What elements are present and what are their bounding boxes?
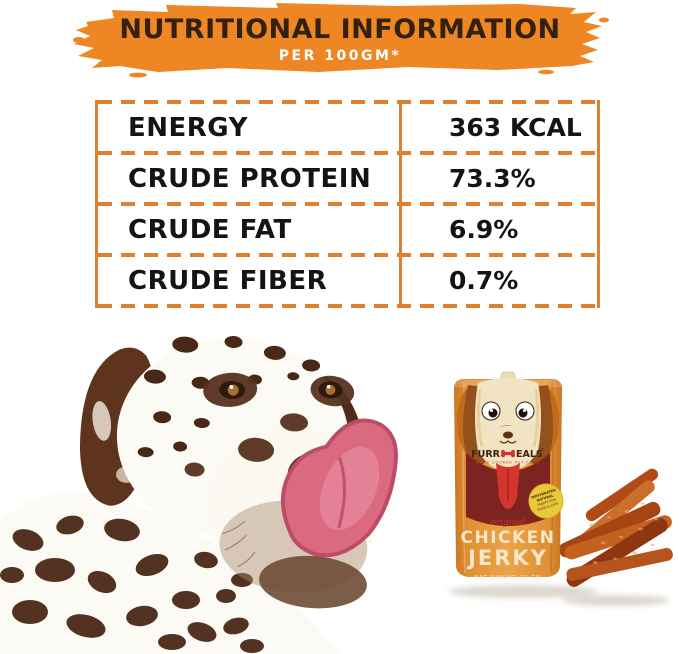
brush-splatter bbox=[129, 72, 147, 78]
net-weight: NET WEIGHT: 70 GM bbox=[475, 575, 542, 581]
mascot-mouth bbox=[499, 440, 517, 444]
badge-line: NATURAL bbox=[536, 493, 555, 503]
table-column-divider bbox=[399, 100, 402, 308]
bone-icon bbox=[500, 449, 516, 458]
variant-label: original bbox=[490, 518, 525, 528]
dog-whiskers bbox=[221, 520, 256, 568]
jerky-texture bbox=[589, 502, 659, 564]
nutrient-label: CRUDE PROTEIN bbox=[128, 163, 372, 194]
mascot-nose bbox=[503, 431, 513, 439]
nutrient-value: 363 KCAL bbox=[449, 113, 582, 142]
badge-line: DEHYDRATED bbox=[531, 488, 557, 500]
jerky-strip bbox=[558, 468, 673, 587]
mascot-face bbox=[475, 378, 541, 471]
mascot-brow bbox=[499, 425, 518, 428]
table-divider bbox=[98, 151, 597, 155]
nutrition-banner: NUTRITIONAL INFORMATION PER 100GM* bbox=[68, 0, 612, 82]
table-divider bbox=[98, 304, 597, 308]
banner-title: NUTRITIONAL INFORMATION bbox=[119, 14, 561, 45]
mascot-eye-left bbox=[481, 401, 501, 421]
brush-splatter bbox=[73, 37, 85, 43]
brand-logo: FURR EALS TM HOME COOKED PET FOOD bbox=[471, 447, 545, 465]
brush-stroke-shape bbox=[74, 3, 602, 72]
badge: DEHYDRATED NATURAL TREATS FOR DOGS & CAT… bbox=[528, 483, 564, 519]
banner-subtitle: PER 100GM* bbox=[278, 48, 402, 64]
product-name-line1: CHICKEN bbox=[460, 528, 555, 548]
table-row: ENERGY 363 KCAL bbox=[98, 104, 597, 151]
nutrient-label: ENERGY bbox=[128, 112, 248, 143]
dog-eye-left bbox=[219, 380, 246, 400]
product-package: FURR EALS TM HOME COOKED PET FOOD DEHYDR… bbox=[454, 371, 564, 581]
dog-tongue bbox=[280, 418, 398, 558]
nutrition-table: ENERGY 363 KCAL CRUDE PROTEIN 73.3% CRUD… bbox=[95, 100, 600, 308]
nutrient-value: 0.7% bbox=[449, 266, 519, 295]
table-divider bbox=[98, 202, 597, 206]
table-row: CRUDE FAT 6.9% bbox=[98, 206, 597, 253]
package-shadow bbox=[448, 585, 598, 598]
mascot-eye-right bbox=[515, 401, 535, 421]
dog-chin bbox=[259, 555, 367, 609]
jerky-shadow bbox=[562, 595, 670, 606]
nutrient-value: 73.3% bbox=[449, 164, 536, 193]
product-name-line2: JERKY bbox=[466, 546, 548, 570]
mascot-tongue bbox=[496, 463, 520, 509]
table-row: CRUDE PROTEIN 73.3% bbox=[98, 155, 597, 202]
dog-body bbox=[0, 492, 340, 654]
nutrient-label: CRUDE FIBER bbox=[128, 265, 328, 296]
jerky-strips-illustration bbox=[558, 468, 673, 587]
trademark-symbol: TM bbox=[539, 447, 545, 451]
nutrient-label: CRUDE FAT bbox=[128, 214, 292, 245]
dog-head bbox=[79, 335, 398, 609]
brush-stroke-background bbox=[73, 3, 609, 78]
brand-suffix: EALS bbox=[516, 449, 543, 460]
dog-eye-right bbox=[318, 381, 343, 399]
brush-splatter bbox=[599, 17, 609, 23]
package-dog-mascot bbox=[457, 378, 559, 526]
brand-tagline: HOME COOKED PET FOOD bbox=[476, 461, 540, 465]
nutrient-value: 6.9% bbox=[449, 215, 519, 244]
badge-line: TREATS FOR bbox=[536, 497, 558, 507]
brand-prefix: FURR bbox=[471, 449, 501, 460]
table-divider bbox=[98, 100, 597, 104]
brush-splatter bbox=[538, 69, 554, 75]
badge-line: DOGS & CATS bbox=[537, 501, 559, 512]
dalmatian-photo bbox=[0, 335, 398, 654]
table-divider bbox=[98, 253, 597, 257]
table-row: CRUDE FIBER 0.7% bbox=[98, 257, 597, 304]
